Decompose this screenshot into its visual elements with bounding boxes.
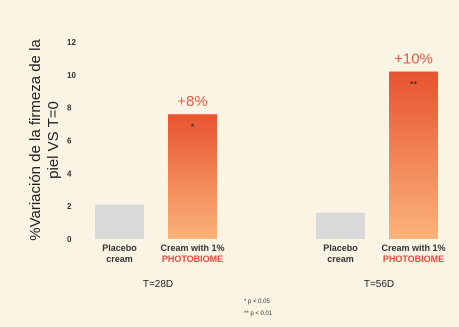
- category-label-line2: PHOTOBIOME: [162, 254, 223, 264]
- y-axis-label: %Variación de la firmeza de la piel VS T…: [27, 39, 62, 241]
- category-label-line1: Cream with 1%: [160, 243, 224, 253]
- category-label-line1: Placebo: [102, 243, 137, 253]
- group-label: T=56D: [364, 279, 394, 290]
- y-tick-label: 2: [67, 202, 72, 211]
- y-tick-label: 0: [67, 235, 72, 244]
- y-axis-label-line2: piel VS T=0: [45, 101, 62, 179]
- y-tick-label: 6: [67, 137, 72, 146]
- category-label-line1: Cream with 1%: [381, 243, 445, 253]
- footnote-2: ** p < 0.01: [244, 311, 273, 317]
- y-tick-label: 8: [67, 104, 72, 113]
- category-label-line2: cream: [106, 254, 133, 264]
- bar-placebo-T=56D: [316, 212, 365, 239]
- category-label-line2: cream: [327, 254, 354, 264]
- bar-photobiome-T=28D: [168, 114, 217, 239]
- y-axis-label-line1: %Variación de la firmeza de la: [27, 39, 44, 241]
- data-label: +8%: [177, 93, 207, 110]
- y-tick-label: 12: [67, 38, 76, 47]
- category-label-line2: PHOTOBIOME: [383, 254, 444, 264]
- category-label-line1: Placebo: [323, 243, 358, 253]
- data-label: +10%: [394, 51, 433, 68]
- y-tick-label: 10: [67, 71, 76, 80]
- significance-marker: **: [410, 80, 418, 90]
- footnotes: * p < 0.05 ** p < 0.01: [244, 299, 273, 317]
- y-axis-ticks: 0 2 4 6 8 10 12: [67, 38, 76, 244]
- y-tick-label: 4: [67, 169, 72, 178]
- bars: +8% * +10% **: [95, 51, 438, 239]
- group-label: T=28D: [143, 279, 173, 290]
- bar-placebo-T=28D: [95, 204, 144, 239]
- footnote-1: * p < 0.05: [244, 299, 271, 305]
- significance-marker: *: [191, 122, 195, 132]
- bar-photobiome-T=56D: [389, 71, 438, 239]
